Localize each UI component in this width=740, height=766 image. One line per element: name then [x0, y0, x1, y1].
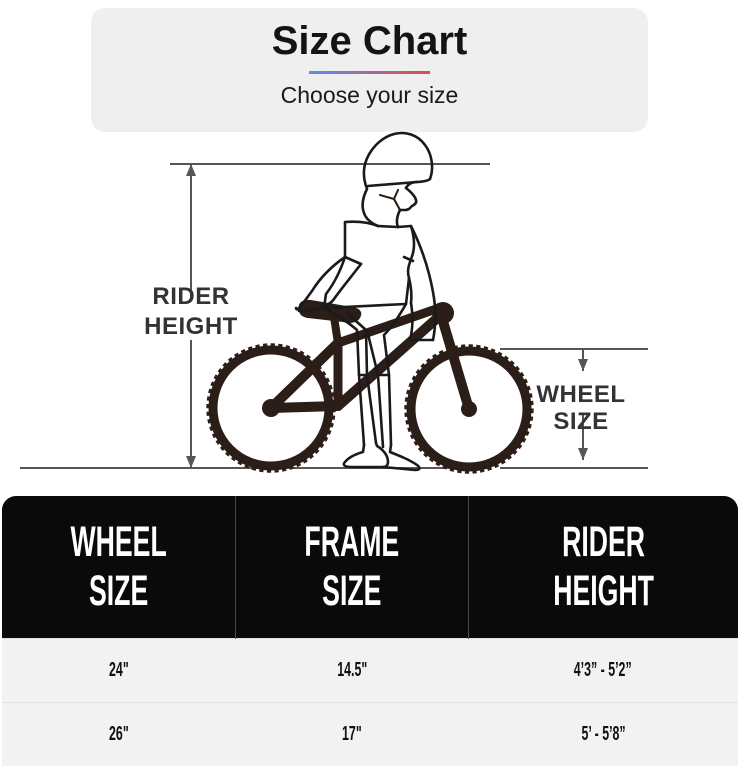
- svg-text:SIZE: SIZE: [553, 408, 608, 435]
- svg-text:WHEEL: WHEEL: [536, 381, 625, 408]
- svg-text:HEIGHT: HEIGHT: [144, 313, 238, 340]
- svg-text:RIDER: RIDER: [152, 283, 229, 310]
